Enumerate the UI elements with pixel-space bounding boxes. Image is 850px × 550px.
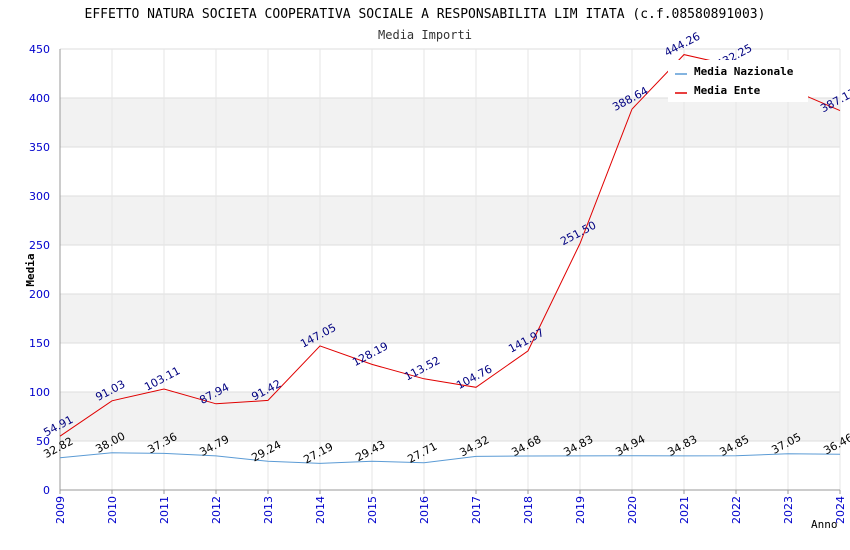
x-tick-label: 2023 xyxy=(782,496,795,524)
background-band xyxy=(60,98,840,147)
x-tick-label: 2015 xyxy=(366,496,379,524)
data-label: 444.26 xyxy=(662,30,702,60)
y-tick-label: 350 xyxy=(29,141,50,154)
x-tick-label: 2024 xyxy=(834,496,847,524)
background-band xyxy=(60,392,840,441)
data-label: 27.19 xyxy=(301,440,335,466)
y-axis-label: Media xyxy=(24,253,37,286)
chart-subtitle: Media Importi xyxy=(378,28,472,42)
x-tick-label: 2012 xyxy=(210,496,223,524)
y-tick-label: 300 xyxy=(29,190,50,203)
background-bands xyxy=(60,98,840,441)
y-tick-label: 150 xyxy=(29,337,50,350)
x-tick-label: 2020 xyxy=(626,496,639,524)
data-label: 113.52 xyxy=(402,354,442,384)
x-tick-label: 2011 xyxy=(158,496,171,524)
x-tick-label: 2018 xyxy=(522,496,535,524)
gridlines xyxy=(59,48,841,491)
x-tick-label: 2010 xyxy=(106,496,119,524)
y-tick-label: 100 xyxy=(29,386,50,399)
x-tick-label: 2009 xyxy=(54,496,67,524)
legend-box xyxy=(668,60,808,102)
background-band xyxy=(60,294,840,343)
legend-label-media-ente: Media Ente xyxy=(694,84,761,97)
data-label: 104.76 xyxy=(454,362,494,392)
data-label: 29.24 xyxy=(249,438,283,464)
y-tick-label: 450 xyxy=(29,43,50,56)
x-tick-label: 2019 xyxy=(574,496,587,524)
legend: Media Nazionale Media Ente xyxy=(668,60,808,102)
series-line-media-nazionale xyxy=(59,452,841,464)
x-tick-label: 2013 xyxy=(262,496,275,524)
x-tick-label: 2014 xyxy=(314,496,327,524)
y-tick-label: 400 xyxy=(29,92,50,105)
axes: 0 50 100 150 200 250 300 350 400 450 2009 2010 2011 2… xyxy=(29,43,847,524)
y-tick-label: 250 xyxy=(29,239,50,252)
background-band xyxy=(60,196,840,245)
chart-title: EFFETTO NATURA SOCIETA COOPERATIVA SOCIA… xyxy=(85,7,766,22)
x-tick-label: 2021 xyxy=(678,496,691,524)
y-tick-label: 0 xyxy=(43,484,50,497)
data-label: 29.43 xyxy=(353,438,387,464)
x-tick-label: 2022 xyxy=(730,496,743,524)
x-tick-label: 2016 xyxy=(418,496,431,524)
y-tick-label: 50 xyxy=(36,435,50,448)
data-label: 128.19 xyxy=(350,340,390,370)
x-axis-label: Anno xyxy=(811,518,838,531)
y-tick-label: 200 xyxy=(29,288,50,301)
legend-label-media-nazionale: Media Nazionale xyxy=(694,65,794,78)
x-tick-label: 2017 xyxy=(470,496,483,524)
